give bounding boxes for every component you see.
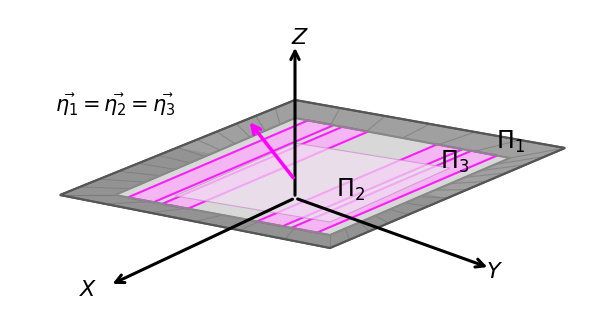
Polygon shape — [128, 120, 334, 202]
Text: $\Pi_3$: $\Pi_3$ — [440, 149, 470, 175]
Polygon shape — [60, 100, 565, 248]
Polygon shape — [257, 144, 463, 226]
Text: $\Pi_1$: $\Pi_1$ — [496, 129, 524, 155]
Text: $Y$: $Y$ — [487, 261, 503, 283]
Text: $\vec{\eta_1} = \vec{\eta_2} = \vec{\eta_3}$: $\vec{\eta_1} = \vec{\eta_2} = \vec{\eta… — [55, 92, 176, 118]
Polygon shape — [291, 151, 497, 233]
Text: $\Pi_2$: $\Pi_2$ — [335, 177, 364, 203]
Polygon shape — [162, 127, 368, 209]
Text: $X$: $X$ — [79, 279, 97, 301]
Polygon shape — [115, 118, 510, 235]
Text: $Z$: $Z$ — [291, 27, 309, 49]
Polygon shape — [60, 148, 448, 248]
Polygon shape — [175, 143, 450, 222]
